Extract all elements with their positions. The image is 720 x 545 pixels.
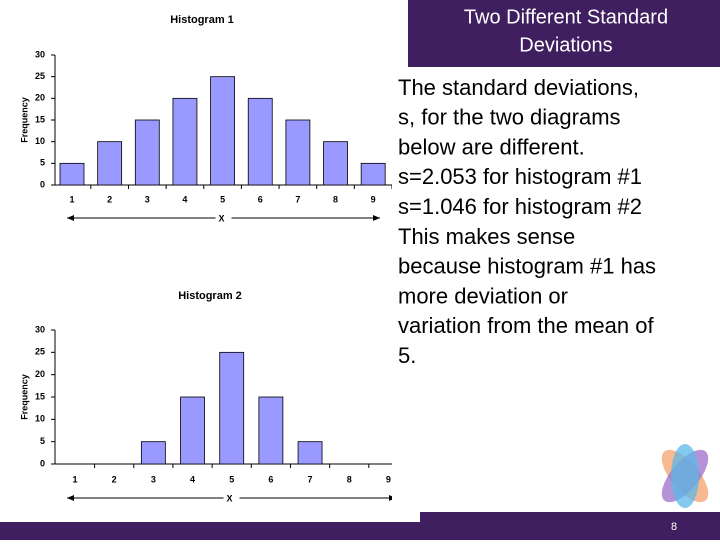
y-tick-label: 5 [40, 158, 45, 168]
bar [180, 396, 205, 465]
page-number: 8 [671, 521, 677, 533]
bar [247, 97, 273, 186]
bar [172, 97, 198, 186]
bar [285, 119, 311, 186]
chart-title: Histogram 2 [178, 290, 242, 302]
x-tick-label: 7 [308, 474, 313, 484]
x-tick-label: 9 [371, 194, 376, 204]
slide-title: Deviations [519, 34, 612, 56]
bar [297, 441, 323, 465]
y-tick-label: 10 [35, 136, 45, 146]
body-text: This makes sense [398, 224, 575, 249]
body-text: because histogram #1 has [398, 254, 656, 279]
body-text: s=2.053 for histogram #1 [398, 164, 642, 189]
y-tick-label: 20 [35, 369, 45, 379]
y-tick-label: 25 [35, 71, 45, 81]
y-tick-label: 0 [40, 179, 45, 189]
bar [360, 162, 386, 186]
bar [97, 141, 123, 186]
x-tick-label: 6 [258, 194, 263, 204]
x-tick-label: 1 [69, 194, 74, 204]
y-tick-label: 10 [35, 414, 45, 424]
body-text: more deviation or [398, 283, 568, 308]
y-tick-label: 20 [35, 93, 45, 103]
x-tick-label: 4 [190, 474, 195, 484]
y-axis-label: Frequency [19, 374, 29, 420]
body-text: 5. [398, 343, 416, 368]
x-tick-label: 3 [145, 194, 150, 204]
x-tick-label: 5 [220, 194, 225, 204]
footer-left [0, 522, 420, 540]
title-bar [408, 0, 720, 67]
bar [140, 441, 166, 465]
x-tick-label: 2 [112, 474, 117, 484]
bar [258, 396, 284, 465]
x-tick-label: 7 [295, 194, 300, 204]
footer-right [420, 512, 720, 540]
bar [210, 76, 235, 186]
body-text: The standard deviations, [398, 75, 639, 100]
bar [219, 351, 245, 465]
y-tick-label: 15 [35, 114, 45, 124]
x-label-bg [223, 492, 240, 504]
slide-title: Two Different Standard [464, 6, 668, 28]
x-tick-label: 1 [72, 474, 77, 484]
y-tick-label: 30 [35, 49, 45, 59]
x-axis-label: X [218, 213, 224, 223]
y-tick-label: 0 [40, 458, 45, 468]
body-text: s=1.046 for histogram #2 [398, 194, 642, 219]
text-panel [392, 67, 720, 512]
x-tick-label: 4 [182, 194, 187, 204]
x-tick-label: 9 [386, 474, 391, 484]
body-text: variation from the mean of [398, 313, 654, 338]
y-tick-label: 30 [35, 324, 45, 334]
bar [134, 119, 160, 186]
x-tick-label: 6 [268, 474, 273, 484]
y-tick-label: 5 [40, 436, 45, 446]
x-tick-label: 2 [107, 194, 112, 204]
body-text: s, for the two diagrams [398, 105, 621, 130]
x-tick-label: 3 [151, 474, 156, 484]
x-tick-label: 5 [229, 474, 234, 484]
logo-petal [671, 444, 699, 508]
x-tick-label: 8 [333, 194, 338, 204]
x-tick-label: 8 [347, 474, 352, 484]
y-tick-label: 15 [35, 391, 45, 401]
x-axis-label: X [226, 493, 232, 503]
body-text: below are different. [398, 134, 585, 159]
bar [323, 141, 348, 186]
y-axis-label: Frequency [19, 97, 29, 143]
y-tick-label: 25 [35, 347, 45, 357]
bar [59, 162, 85, 186]
x-label-bg [215, 212, 232, 224]
chart-title: Histogram 1 [170, 14, 234, 26]
